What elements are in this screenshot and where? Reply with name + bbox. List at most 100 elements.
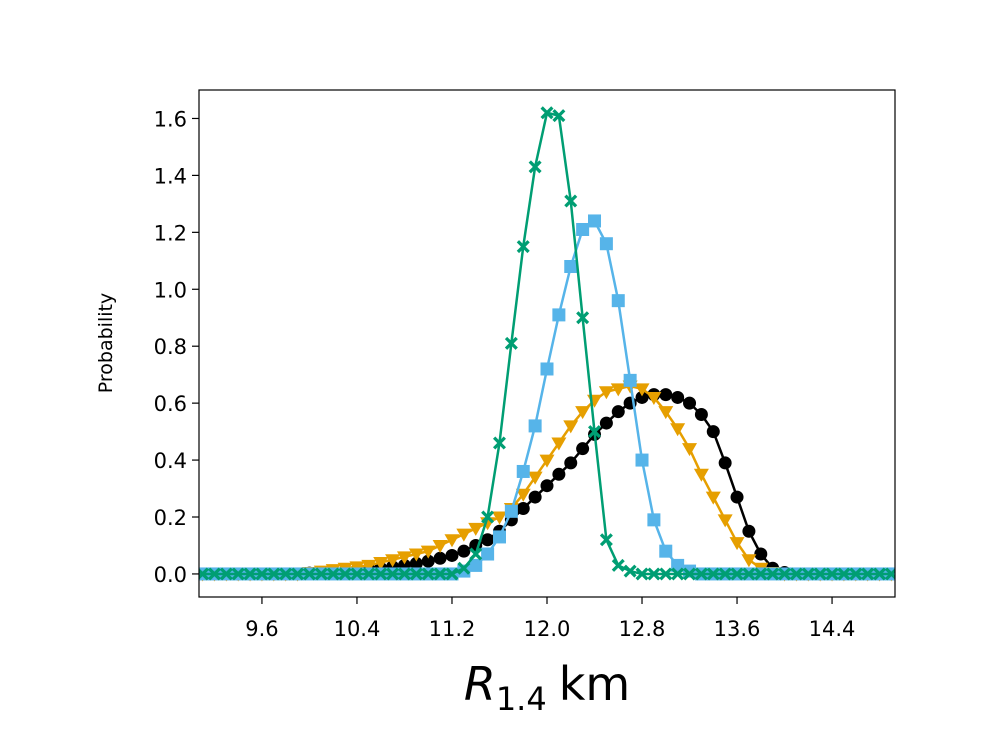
marker [718, 456, 732, 470]
marker [326, 567, 340, 581]
marker [683, 567, 697, 581]
marker [741, 554, 757, 568]
marker [396, 551, 412, 565]
marker [338, 567, 352, 581]
marker [528, 160, 542, 174]
marker [386, 567, 400, 581]
y-axis-label: Probability [95, 293, 117, 393]
y-tick-label: 0.2 [154, 506, 187, 530]
x-label-unit: km [559, 657, 630, 711]
y-tick-label: 1.0 [154, 278, 187, 302]
marker [207, 567, 221, 581]
marker [516, 240, 530, 254]
marker [563, 420, 579, 434]
marker [610, 383, 626, 397]
marker [504, 504, 518, 518]
marker [718, 567, 732, 581]
marker [683, 396, 697, 410]
marker [647, 567, 661, 581]
marker [693, 468, 709, 482]
marker [231, 567, 245, 581]
x-tick-label: 10.4 [334, 617, 381, 641]
marker [873, 567, 887, 581]
marker [408, 548, 424, 562]
marker [481, 547, 495, 561]
marker [588, 214, 602, 228]
marker [433, 567, 447, 581]
marker [468, 522, 484, 536]
marker [754, 567, 768, 581]
marker [694, 567, 708, 581]
marker [705, 491, 721, 505]
marker [682, 443, 698, 457]
marker [457, 544, 471, 558]
x-tick-label: 9.6 [245, 617, 278, 641]
marker [314, 567, 328, 581]
x-tick-label: 14.4 [809, 617, 856, 641]
marker [528, 490, 542, 504]
marker [671, 390, 685, 404]
marker [623, 373, 637, 387]
marker [730, 490, 744, 504]
marker [849, 567, 863, 581]
marker [635, 390, 649, 404]
marker [409, 556, 423, 570]
marker [540, 106, 554, 120]
marker [516, 464, 530, 478]
marker [469, 547, 483, 561]
marker [540, 362, 554, 376]
marker [516, 501, 530, 515]
marker [469, 558, 483, 572]
marker [528, 419, 542, 433]
marker [766, 567, 780, 581]
marker [646, 391, 662, 405]
marker [552, 467, 566, 481]
marker [598, 386, 614, 400]
marker [540, 479, 554, 493]
marker [350, 567, 364, 581]
marker [291, 567, 305, 581]
marker [659, 544, 673, 558]
marker [457, 561, 471, 575]
marker [861, 567, 875, 581]
marker [504, 336, 518, 350]
x-tick-label: 12.0 [524, 617, 571, 641]
marker [267, 567, 281, 581]
marker [385, 554, 401, 568]
marker [754, 547, 768, 561]
marker [373, 557, 389, 571]
marker [564, 259, 578, 273]
marker [576, 442, 590, 456]
marker [670, 423, 686, 437]
marker [742, 567, 756, 581]
x-tick-label: 12.8 [619, 617, 666, 641]
marker [729, 537, 745, 551]
marker [481, 510, 495, 524]
x-label-symbol: R [464, 657, 496, 711]
marker [491, 511, 507, 525]
series [199, 388, 895, 581]
marker [778, 567, 792, 581]
marker [515, 488, 531, 502]
marker [527, 471, 543, 485]
marker [706, 567, 720, 581]
marker [564, 194, 578, 208]
marker [219, 567, 233, 581]
series-line [202, 219, 892, 576]
marker [801, 567, 815, 581]
marker [361, 559, 377, 573]
y-tick-label: 0.4 [154, 449, 187, 473]
marker [623, 564, 637, 578]
marker [362, 567, 376, 581]
series [199, 214, 895, 581]
series [199, 106, 895, 581]
marker [564, 456, 578, 470]
marker [658, 406, 674, 420]
marker [635, 567, 649, 581]
marker [837, 567, 851, 581]
marker [599, 533, 613, 547]
marker [457, 564, 471, 578]
marker [717, 514, 733, 528]
marker [456, 528, 472, 542]
